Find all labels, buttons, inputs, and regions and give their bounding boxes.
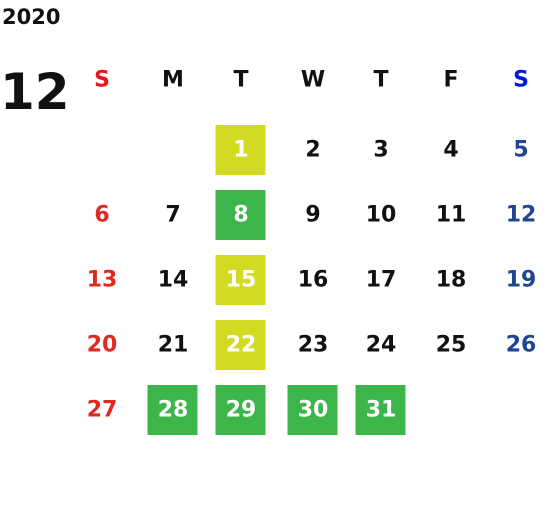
day-highlight	[355, 385, 406, 435]
day-number: 10	[366, 203, 397, 228]
day-number: 29	[226, 398, 257, 423]
day-number: 15	[226, 268, 257, 293]
day-number: 26	[506, 333, 537, 358]
day-number: 20	[87, 333, 118, 358]
day-number: 8	[233, 203, 248, 228]
weekday-label: W	[301, 68, 325, 93]
day-highlight	[215, 320, 266, 370]
day-number: 18	[436, 268, 467, 293]
day-number: 5	[513, 138, 528, 163]
weekday-label: F	[443, 68, 458, 93]
day-number: 17	[366, 268, 397, 293]
day-number: 28	[158, 398, 189, 423]
day-highlight	[215, 125, 266, 175]
day-highlight	[215, 255, 266, 305]
day-number: 30	[298, 398, 329, 423]
day-number: 19	[506, 268, 537, 293]
day-highlight	[147, 385, 198, 435]
day-number: 13	[87, 268, 118, 293]
weekday-label: T	[373, 68, 388, 93]
day-number: 4	[443, 138, 458, 163]
day-number: 23	[298, 333, 329, 358]
weekday-label: S	[94, 68, 110, 93]
day-number: 9	[305, 203, 320, 228]
day-number: 7	[165, 203, 180, 228]
day-highlight	[287, 385, 338, 435]
weekday-label: M	[162, 68, 184, 93]
day-number: 3	[373, 138, 388, 163]
day-number: 27	[87, 398, 118, 423]
day-number: 6	[94, 203, 109, 228]
day-number: 25	[436, 333, 467, 358]
day-number: 2	[305, 138, 320, 163]
weekday-label: S	[513, 68, 529, 93]
day-number: 1	[233, 138, 248, 163]
day-number: 31	[366, 398, 397, 423]
month: 12	[0, 63, 70, 121]
weekday-label: T	[233, 68, 248, 93]
day-number: 22	[226, 333, 257, 358]
day-highlight	[215, 190, 266, 240]
day-number: 21	[158, 333, 189, 358]
day-number: 14	[158, 268, 189, 293]
year: 2020	[2, 5, 60, 29]
day-number: 24	[366, 333, 397, 358]
day-number: 11	[436, 203, 467, 228]
day-number: 16	[298, 268, 329, 293]
day-number: 12	[506, 203, 537, 228]
day-highlight	[215, 385, 266, 435]
